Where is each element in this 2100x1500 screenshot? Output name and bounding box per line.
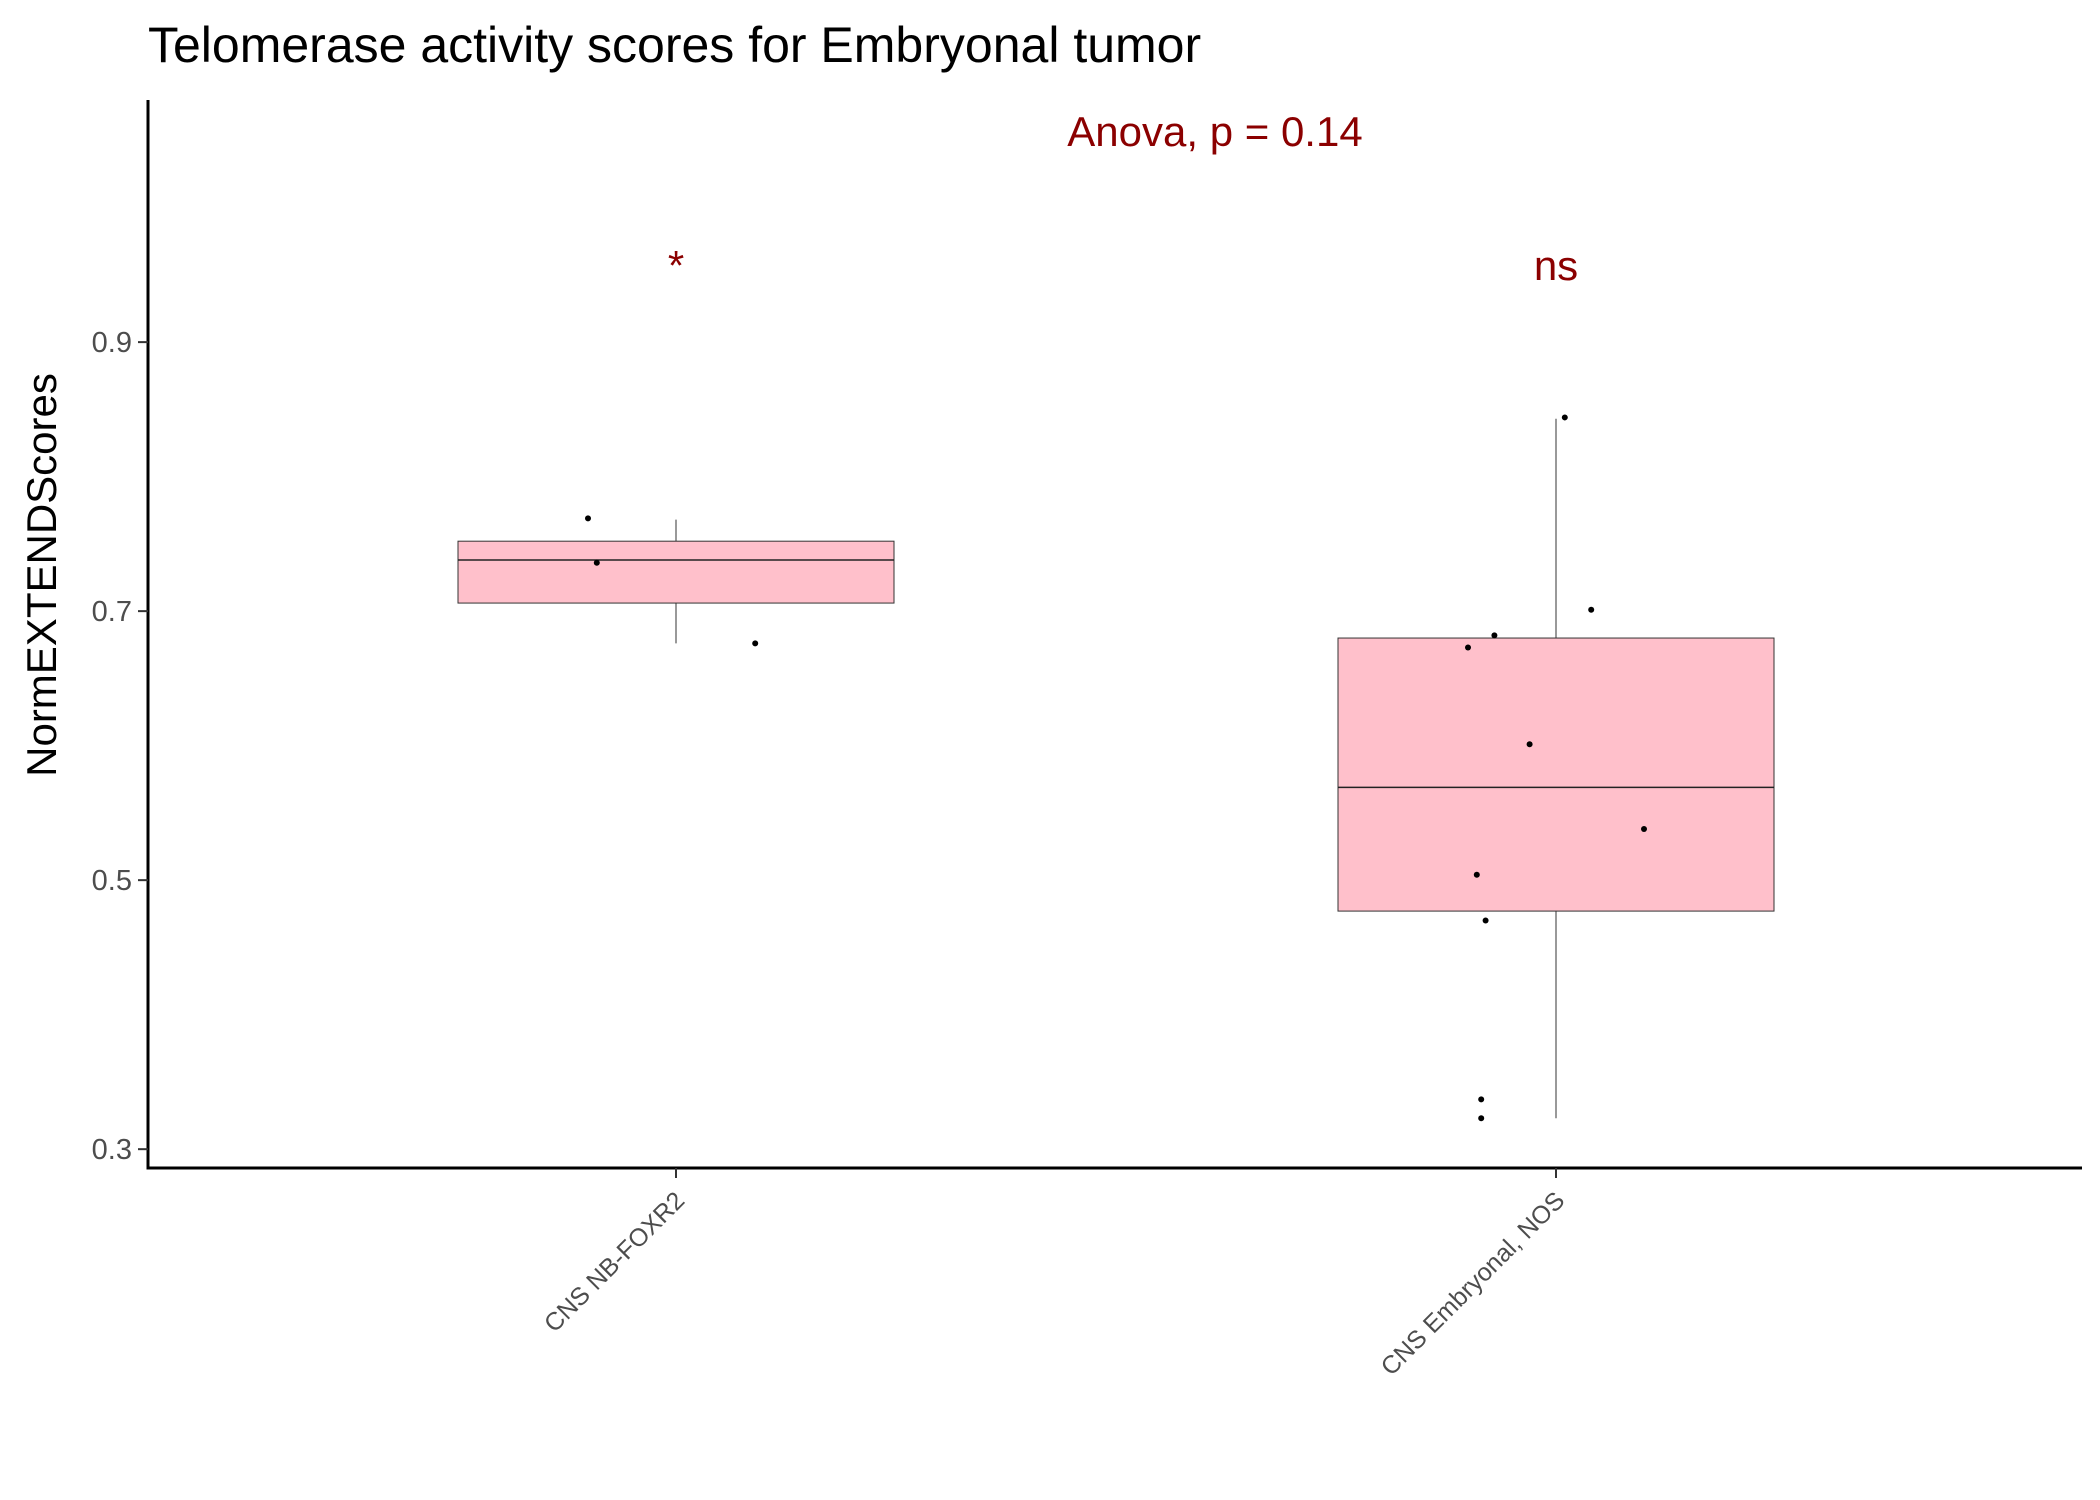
- box-cns-embryonal-nos: [1337, 637, 1775, 912]
- box-cns-nb-foxr2: [457, 540, 895, 604]
- significance-label-cns-nb-foxr2: *: [668, 242, 684, 289]
- x-tick-label: CNS Embryonal, NOS: [1376, 1186, 1571, 1381]
- anova-annotation: Anova, p = 0.14: [1067, 108, 1362, 155]
- x-tick-label: CNS NB-FOXR2: [539, 1186, 690, 1337]
- data-point: [752, 640, 759, 647]
- data-point: [1491, 632, 1498, 639]
- data-point: [1478, 1096, 1485, 1103]
- data-point: [1641, 826, 1647, 833]
- y-tick-label: 0.7: [92, 596, 132, 628]
- data-point: [585, 515, 591, 522]
- data-point: [1478, 1115, 1485, 1122]
- y-axis-label: NormEXTENDScores: [18, 373, 65, 777]
- data-point: [1588, 606, 1595, 613]
- y-tick-label: 0.9: [92, 327, 132, 359]
- data-point: [1473, 871, 1480, 878]
- y-tick-label: 0.5: [92, 865, 132, 897]
- plot-area: 0.3 0.5 0.7 0.9 CNS NB-FOXR2 CNS Embryonal, N…: [92, 100, 2082, 1381]
- data-point: [1482, 917, 1489, 924]
- data-point: [1526, 741, 1533, 748]
- y-tick-label: 0.3: [92, 1134, 132, 1166]
- data-point: [593, 559, 600, 566]
- significance-label-cns-embryonal-nos: ns: [1534, 242, 1578, 289]
- data-point: [1561, 414, 1568, 421]
- chart-title: Telomerase activity scores for Embryonal…: [148, 17, 1201, 73]
- data-point: [1465, 644, 1471, 651]
